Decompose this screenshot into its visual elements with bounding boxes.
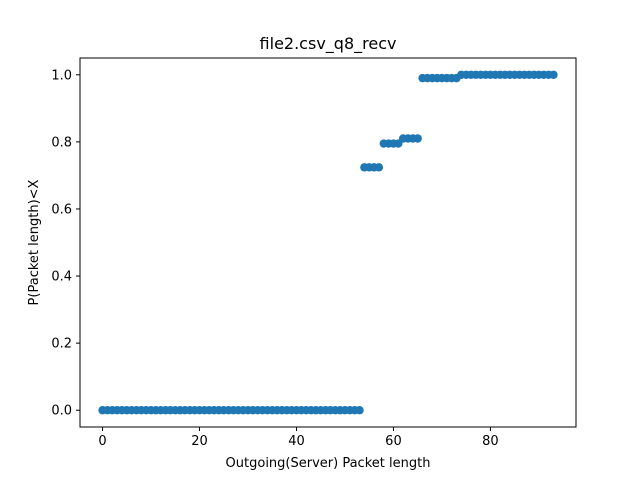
y-tick-label: 0.0: [51, 404, 72, 419]
y-tick-label: 1.0: [51, 68, 72, 83]
y-tick-label: 0.2: [51, 337, 72, 352]
y-axis-label: P(Packet length)<X: [27, 179, 42, 305]
x-tick-label: 60: [385, 434, 402, 449]
y-tick-label: 0.4: [51, 270, 72, 285]
data-points: [98, 70, 558, 415]
x-tick-label: 0: [98, 434, 106, 449]
data-point: [413, 134, 422, 143]
plot-frame: [79, 57, 577, 428]
data-point: [355, 406, 364, 415]
x-axis-ticks: 0 20 40 60 80: [98, 427, 499, 449]
chart-title: file2.csv_q8_recv: [260, 34, 397, 54]
y-tick-label: 0.8: [51, 135, 72, 150]
y-axis-ticks: 0.0 0.2 0.4 0.6 0.8 1.0: [51, 68, 80, 419]
x-tick-label: 80: [482, 434, 499, 449]
data-point: [374, 163, 384, 172]
y-tick-label: 0.6: [51, 202, 72, 217]
x-axis-label: Outgoing(Server) Packet length: [226, 456, 431, 471]
x-tick-label: 20: [191, 434, 208, 449]
x-tick-label: 40: [288, 434, 305, 449]
data-point: [549, 70, 558, 79]
